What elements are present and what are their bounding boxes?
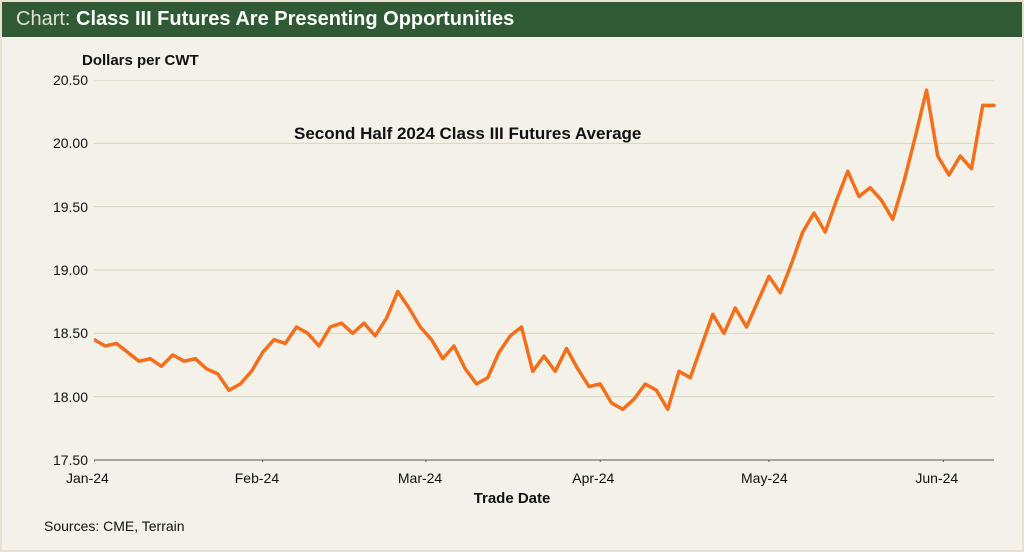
- x-tick-label: May-24: [741, 470, 811, 486]
- y-tick-label: 17.50: [44, 452, 88, 468]
- y-tick-label: 18.50: [44, 325, 88, 341]
- y-tick-label: 19.50: [44, 199, 88, 215]
- y-tick-label: 20.00: [44, 135, 88, 151]
- y-tick-label: 20.50: [44, 72, 88, 88]
- x-tick-label: Feb-24: [235, 470, 305, 486]
- y-axis-title: Dollars per CWT: [82, 52, 199, 69]
- y-tick-label: 19.00: [44, 262, 88, 278]
- x-tick-label: Apr-24: [572, 470, 642, 486]
- x-tick-label: Jan-24: [66, 470, 136, 486]
- x-axis-title: Trade Date: [24, 490, 1000, 507]
- series-label: Second Half 2024 Class III Futures Avera…: [294, 124, 641, 144]
- header-prefix: Chart:: [16, 8, 70, 30]
- chart-area: Dollars per CWT 17.50 18.00 18.50 19.00 19.5…: [24, 50, 1000, 532]
- chart-header: Chart: Class III Futures Are Presenting …: [2, 2, 1022, 37]
- x-tick-label: Mar-24: [398, 470, 468, 486]
- x-tick-label: Jun-24: [915, 470, 985, 486]
- source-text: Sources: CME, Terrain: [44, 518, 185, 534]
- y-tick-label: 18.00: [44, 389, 88, 405]
- chart-container: Chart: Class III Futures Are Presenting …: [0, 0, 1024, 552]
- header-title: Class III Futures Are Presenting Opportu…: [76, 8, 514, 30]
